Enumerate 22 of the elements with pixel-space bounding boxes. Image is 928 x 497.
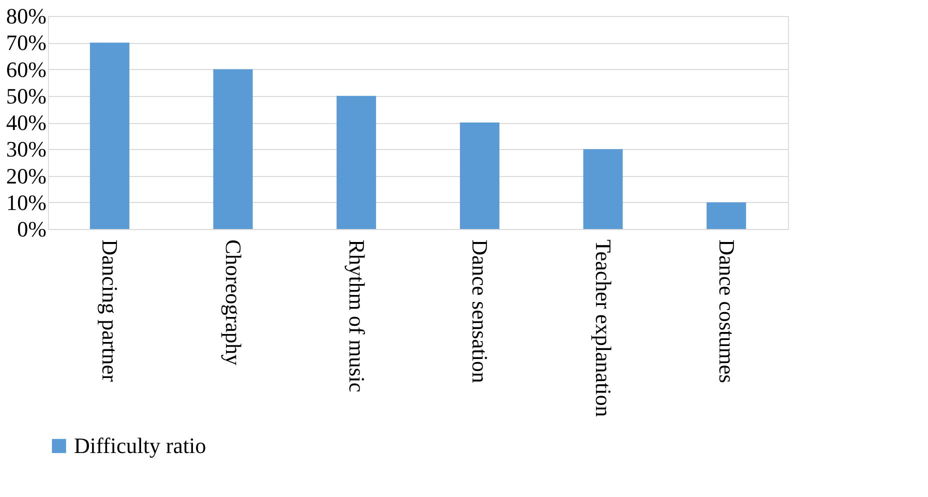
y-tick-label: 0% [17, 216, 46, 242]
y-tick-label: 10% [6, 190, 46, 215]
x-tick-label: Dance sensation [468, 240, 493, 384]
y-tick-label: 20% [6, 163, 46, 188]
bar [90, 42, 130, 229]
y-tick-label: 50% [6, 83, 46, 108]
x-tick-label: Rhythm of music [344, 240, 370, 393]
x-tick-label: Dance costumes [714, 240, 740, 384]
y-tick-label: 40% [6, 110, 46, 135]
legend-label: Difficulty ratio [74, 433, 206, 458]
x-tick-label: Choreography [221, 240, 246, 366]
y-tick-label: 70% [6, 30, 46, 56]
bar [460, 122, 500, 229]
x-tick-label: Teacher explanation [591, 240, 616, 417]
y-tick-label: 80% [6, 4, 46, 28]
x-tick-label: Dancing partner [98, 240, 123, 382]
y-tick-label: 60% [6, 56, 46, 82]
bar [706, 202, 746, 229]
y-tick-label: 30% [6, 136, 46, 162]
bar [336, 96, 376, 229]
bar [213, 69, 253, 229]
bar [583, 149, 623, 229]
